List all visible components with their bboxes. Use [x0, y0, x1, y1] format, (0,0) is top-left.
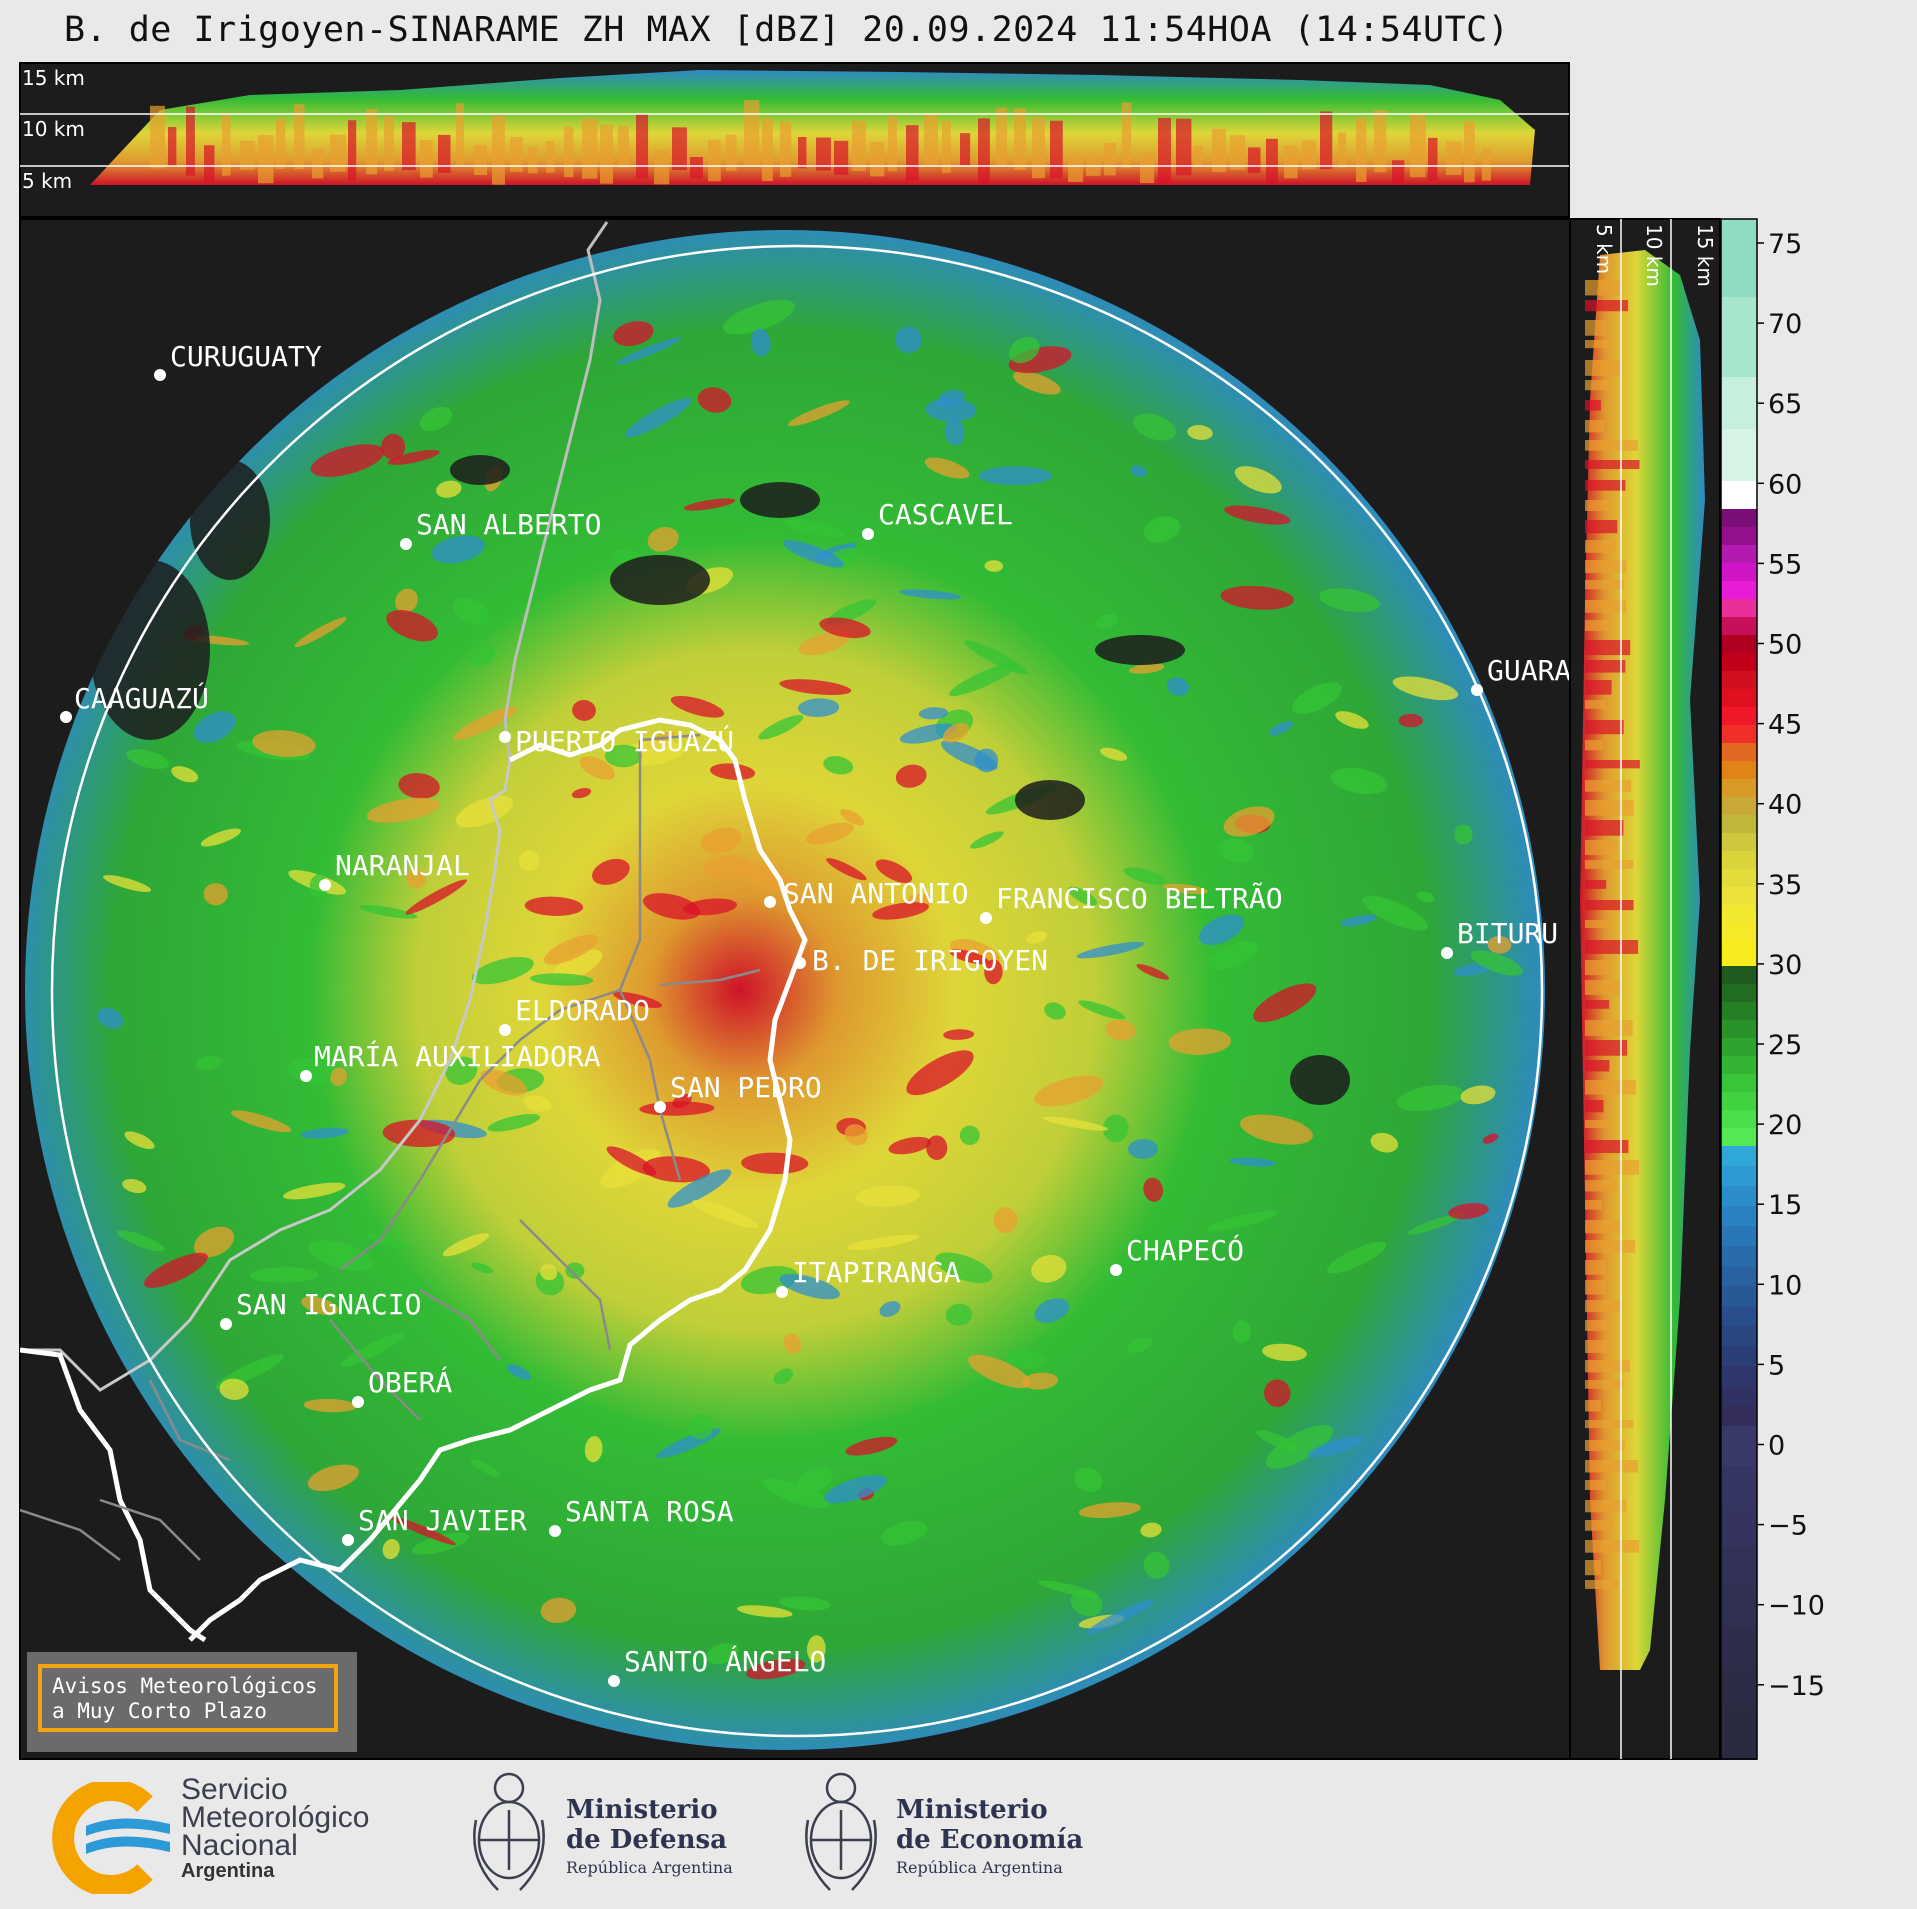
colorbar-tick-label: 60 [1768, 469, 1802, 500]
department-boundaries [20, 733, 761, 1561]
city-label: SANTA ROSA [565, 1495, 734, 1528]
colorbar-tick-label: 10 [1768, 1270, 1802, 1301]
colorbar-tick-label: 20 [1768, 1110, 1802, 1141]
city-marker-icon [862, 528, 874, 540]
colorbar-tick-label: 40 [1768, 790, 1802, 821]
city-marker-icon [980, 912, 992, 924]
city-marker-icon [352, 1396, 364, 1408]
city-label: ELDORADO [515, 994, 650, 1027]
smn-line-3: Nacional [181, 1829, 298, 1862]
top-cross-section: 15 km 10 km 5 km [19, 62, 1570, 218]
colorbar-tick-label: 35 [1768, 870, 1802, 901]
city-label: SAN ALBERTO [416, 508, 601, 541]
city-marker-icon [154, 369, 166, 381]
colorbar-tick-label: −10 [1768, 1591, 1825, 1622]
colorbar-tick-label: 70 [1768, 309, 1802, 340]
city-label: SAN IGNACIO [236, 1288, 421, 1321]
city-marker-icon [1471, 684, 1483, 696]
colorbar-tick-label: 45 [1768, 710, 1802, 741]
city-label: SAN JAVIER [358, 1504, 527, 1537]
city-label: SAN PEDRO [670, 1071, 822, 1104]
colorbar-tick-label: 30 [1768, 950, 1802, 981]
range-ring [50, 244, 1544, 1738]
defensa-line-2: de Defensa [566, 1825, 727, 1855]
city-label: NARANJAL [335, 849, 470, 882]
paraguay-brazil-border [503, 221, 609, 761]
city-marker-icon [608, 1675, 620, 1687]
defensa-line-1: Ministerio [566, 1795, 718, 1825]
main-map: CURUGUATY SAN ALBERTO CASCAVEL CAAGUAZÚ GUAR… [19, 218, 1571, 1760]
smn-logo-icon [52, 1782, 170, 1894]
colorbar-tick-label: 50 [1768, 630, 1802, 661]
colorbar-tick-label: 15 [1768, 1190, 1802, 1221]
city-label: OBERÁ [368, 1365, 452, 1399]
city-marker-icon [220, 1318, 232, 1330]
side-height-5km: 5 km [1592, 224, 1616, 274]
avisos-line-1: Avisos Meteorológicos [52, 1674, 318, 1698]
city-label: BITURU [1457, 917, 1558, 950]
economia-coat-of-arms-icon [805, 1772, 877, 1891]
city-label: CAAGUAZÚ [74, 681, 209, 715]
city-label: GUARA [1487, 654, 1571, 687]
city-label: CURUGUATY [170, 340, 322, 373]
chart-title: B. de Irigoyen-SINARAME ZH MAX [dBZ] 20.… [64, 10, 1510, 50]
city-marker-icon [400, 538, 412, 550]
argentina-paraguay-border [20, 1347, 207, 1643]
side-cross-section: 5 km 10 km 15 km [1569, 218, 1721, 1760]
city-label: ITAPIRANGA [792, 1256, 961, 1289]
smn-line-4: Argentina [181, 1860, 275, 1882]
economia-subtitle: República Argentina [896, 1858, 1063, 1877]
city-marker-icon [1441, 947, 1453, 959]
top-height-15km: 15 km [22, 66, 85, 90]
city-label: B. DE IRIGOYEN [812, 944, 1048, 977]
smn-line-2: Meteorológico [181, 1801, 370, 1834]
city-marker-icon [300, 1070, 312, 1082]
city-label: CHAPECÓ [1126, 1233, 1244, 1267]
city-marker-icon [794, 957, 806, 969]
colorbar-tick-label: 65 [1768, 389, 1802, 420]
defensa-coat-of-arms-icon [473, 1772, 545, 1891]
city-marker-icon [342, 1534, 354, 1546]
city-label: MARÍA AUXILIADORA [314, 1039, 601, 1073]
city-label: SANTO ÁNGELO [624, 1644, 826, 1678]
colorbar-tick-label: −15 [1768, 1671, 1825, 1702]
economia-line-1: Ministerio [896, 1795, 1048, 1825]
city-label: SAN ANTONIO [783, 877, 968, 910]
city-marker-icon [549, 1525, 561, 1537]
colorbar-tick-label: 55 [1768, 549, 1802, 580]
city-markers: CURUGUATY SAN ALBERTO CASCAVEL CAAGUAZÚ GUAR… [60, 340, 1571, 1687]
smn-line-1: Servicio [181, 1773, 288, 1806]
city-marker-icon [60, 711, 72, 723]
side-height-10km: 10 km [1642, 224, 1666, 287]
economia-line-2: de Economía [896, 1825, 1084, 1855]
colorbar-tick-label: −5 [1768, 1511, 1808, 1542]
city-marker-icon [654, 1101, 666, 1113]
river-border [25, 759, 512, 1392]
city-marker-icon [499, 731, 511, 743]
avisos-badge[interactable]: Avisos Meteorológicos a Muy Corto Plazo [27, 1652, 357, 1752]
colorbar-tick-label: 75 [1768, 229, 1802, 260]
economia-logo-text: Ministerio de Economía [896, 1795, 1083, 1855]
city-marker-icon [319, 879, 331, 891]
colorbar-tick-label: 25 [1768, 1030, 1802, 1061]
city-marker-icon [776, 1286, 788, 1298]
side-height-15km: 15 km [1693, 224, 1717, 287]
city-marker-icon [1110, 1264, 1122, 1276]
city-marker-icon [764, 896, 776, 908]
top-height-10km: 10 km [22, 117, 85, 141]
argentina-brazil-border [188, 717, 808, 1642]
top-height-5km: 5 km [22, 169, 72, 193]
defensa-logo-text: Ministerio de Defensa [566, 1795, 727, 1855]
avisos-line-2: a Muy Corto Plazo [52, 1699, 267, 1723]
city-marker-icon [499, 1024, 511, 1036]
city-label: PUERTO IGUAZÚ [515, 724, 734, 758]
city-label: FRANCISCO BELTRÃO [996, 882, 1283, 915]
colorbar-tick-label: 5 [1768, 1350, 1785, 1381]
colorbar-tick-label: 0 [1768, 1431, 1785, 1462]
smn-logo-text: Servicio Meteorológico Nacional Argentin… [181, 1773, 370, 1883]
city-label: CASCAVEL [878, 498, 1013, 531]
defensa-subtitle: República Argentina [566, 1858, 733, 1877]
